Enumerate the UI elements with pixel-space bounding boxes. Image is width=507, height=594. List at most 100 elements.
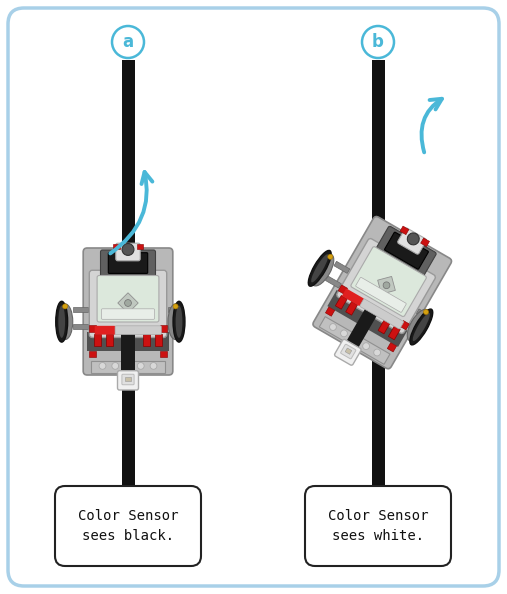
Bar [160, 350, 167, 358]
Bar [91, 361, 165, 372]
Bar [73, 324, 88, 329]
Bar [334, 261, 350, 273]
Bar [372, 60, 385, 490]
Ellipse shape [312, 254, 334, 286]
Ellipse shape [57, 304, 73, 340]
FancyBboxPatch shape [101, 309, 155, 320]
Bar [408, 324, 424, 336]
Bar [113, 244, 120, 249]
Text: a: a [122, 33, 133, 51]
Bar [388, 326, 400, 340]
Ellipse shape [175, 305, 183, 338]
Bar [168, 324, 183, 329]
FancyBboxPatch shape [342, 289, 364, 306]
Circle shape [62, 304, 67, 309]
Circle shape [112, 26, 144, 58]
Bar [319, 317, 390, 364]
FancyBboxPatch shape [89, 270, 167, 337]
FancyBboxPatch shape [8, 8, 499, 586]
Circle shape [150, 362, 157, 369]
Bar [328, 290, 408, 347]
Circle shape [383, 282, 390, 289]
FancyBboxPatch shape [83, 248, 173, 375]
Bar [346, 302, 357, 315]
Polygon shape [378, 276, 395, 294]
Circle shape [362, 26, 394, 58]
Bar [345, 307, 378, 350]
Bar [338, 285, 347, 294]
Bar [168, 307, 183, 312]
Circle shape [407, 233, 419, 245]
Circle shape [137, 362, 144, 369]
Bar [335, 295, 347, 309]
Ellipse shape [407, 309, 429, 341]
FancyBboxPatch shape [335, 339, 361, 365]
Circle shape [122, 244, 134, 255]
FancyBboxPatch shape [341, 345, 356, 359]
Circle shape [423, 309, 428, 315]
Ellipse shape [173, 301, 185, 342]
Ellipse shape [168, 304, 183, 340]
Circle shape [352, 336, 358, 343]
FancyBboxPatch shape [95, 326, 116, 334]
FancyBboxPatch shape [97, 276, 159, 322]
Circle shape [173, 304, 178, 309]
Circle shape [125, 299, 131, 307]
FancyBboxPatch shape [118, 371, 138, 390]
FancyBboxPatch shape [115, 326, 161, 334]
FancyBboxPatch shape [305, 486, 451, 566]
Bar [421, 238, 429, 247]
Bar [416, 309, 432, 321]
FancyBboxPatch shape [100, 250, 156, 278]
Bar [378, 320, 390, 334]
Circle shape [125, 362, 131, 369]
Circle shape [363, 343, 370, 349]
Text: b: b [372, 33, 384, 51]
Polygon shape [118, 293, 138, 313]
Ellipse shape [413, 313, 430, 341]
Bar [73, 307, 88, 312]
Ellipse shape [58, 305, 65, 338]
Bar [89, 350, 96, 358]
Bar [345, 348, 352, 354]
Bar [89, 325, 96, 332]
Bar [143, 334, 150, 346]
FancyArrowPatch shape [421, 99, 442, 152]
Ellipse shape [56, 301, 67, 342]
FancyBboxPatch shape [397, 228, 426, 254]
Bar [400, 226, 409, 235]
Ellipse shape [311, 254, 329, 282]
Bar [325, 307, 335, 316]
Circle shape [330, 324, 336, 330]
Circle shape [341, 330, 347, 337]
Bar [122, 60, 135, 490]
Circle shape [374, 349, 381, 356]
FancyBboxPatch shape [356, 277, 406, 312]
Bar [400, 321, 409, 330]
Circle shape [328, 254, 333, 260]
Text: Color Sensor
sees black.: Color Sensor sees black. [78, 508, 178, 544]
Bar [87, 332, 169, 350]
Bar [325, 276, 341, 288]
FancyBboxPatch shape [360, 299, 404, 329]
Text: Color Sensor
sees white.: Color Sensor sees white. [328, 508, 428, 544]
FancyBboxPatch shape [122, 374, 134, 385]
FancyBboxPatch shape [55, 486, 201, 566]
FancyBboxPatch shape [337, 239, 436, 333]
FancyBboxPatch shape [116, 243, 140, 261]
Bar [106, 334, 113, 346]
Bar [94, 334, 101, 346]
Bar [387, 343, 396, 352]
Bar [136, 244, 143, 249]
Bar [155, 334, 162, 346]
FancyBboxPatch shape [351, 247, 426, 317]
FancyBboxPatch shape [384, 232, 428, 269]
Bar [121, 332, 135, 374]
Circle shape [99, 362, 106, 369]
Ellipse shape [410, 309, 433, 345]
FancyBboxPatch shape [313, 217, 452, 369]
FancyBboxPatch shape [108, 252, 148, 273]
FancyArrowPatch shape [111, 172, 153, 254]
FancyBboxPatch shape [376, 226, 436, 277]
Circle shape [112, 362, 119, 369]
